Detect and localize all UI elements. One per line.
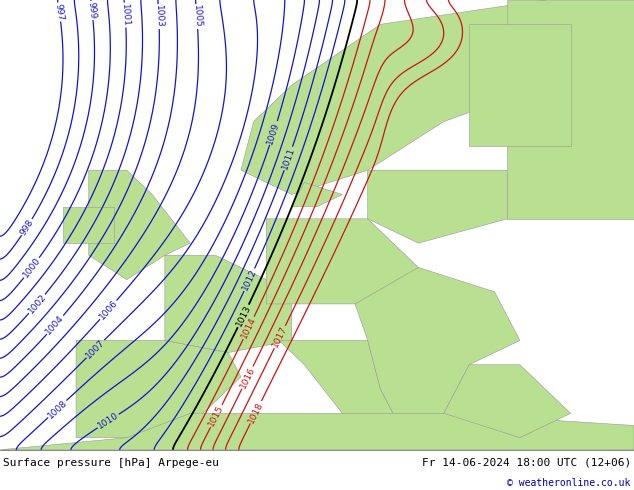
Text: 998: 998 xyxy=(18,218,36,237)
Polygon shape xyxy=(63,207,114,243)
Text: 1001: 1001 xyxy=(120,3,131,27)
Text: 1012: 1012 xyxy=(240,268,258,292)
Polygon shape xyxy=(368,170,507,243)
Text: Fr 14-06-2024 18:00 UTC (12+06): Fr 14-06-2024 18:00 UTC (12+06) xyxy=(422,458,631,468)
Text: 1015: 1015 xyxy=(207,404,226,428)
Polygon shape xyxy=(355,268,520,414)
Text: 1008: 1008 xyxy=(46,398,68,420)
Polygon shape xyxy=(444,365,571,438)
Polygon shape xyxy=(241,0,545,195)
Polygon shape xyxy=(0,414,634,450)
Text: 1016: 1016 xyxy=(238,366,257,390)
Polygon shape xyxy=(507,0,634,219)
Text: 999: 999 xyxy=(87,1,98,20)
Text: 1017: 1017 xyxy=(271,325,289,349)
Text: 1014: 1014 xyxy=(240,316,257,340)
Text: 1006: 1006 xyxy=(97,298,119,321)
Text: 1013: 1013 xyxy=(234,304,252,328)
Text: 997: 997 xyxy=(53,3,65,21)
Text: © weatheronline.co.uk: © weatheronline.co.uk xyxy=(507,478,631,488)
Polygon shape xyxy=(89,170,190,280)
Text: 1005: 1005 xyxy=(191,5,202,28)
Polygon shape xyxy=(469,24,571,146)
Text: 1002: 1002 xyxy=(26,292,48,316)
Text: 1007: 1007 xyxy=(84,338,107,360)
Text: 1010: 1010 xyxy=(96,411,120,431)
Polygon shape xyxy=(279,341,393,414)
Polygon shape xyxy=(292,182,342,207)
Text: 1009: 1009 xyxy=(266,121,281,146)
Text: 1000: 1000 xyxy=(21,256,42,280)
Text: 1018: 1018 xyxy=(247,400,265,424)
Polygon shape xyxy=(266,219,418,304)
Polygon shape xyxy=(165,255,292,353)
Text: 1004: 1004 xyxy=(44,314,66,337)
Polygon shape xyxy=(76,341,241,438)
Text: Surface pressure [hPa] Arpege-eu: Surface pressure [hPa] Arpege-eu xyxy=(3,458,219,468)
Text: 1011: 1011 xyxy=(280,146,297,171)
Text: 1003: 1003 xyxy=(154,5,164,28)
